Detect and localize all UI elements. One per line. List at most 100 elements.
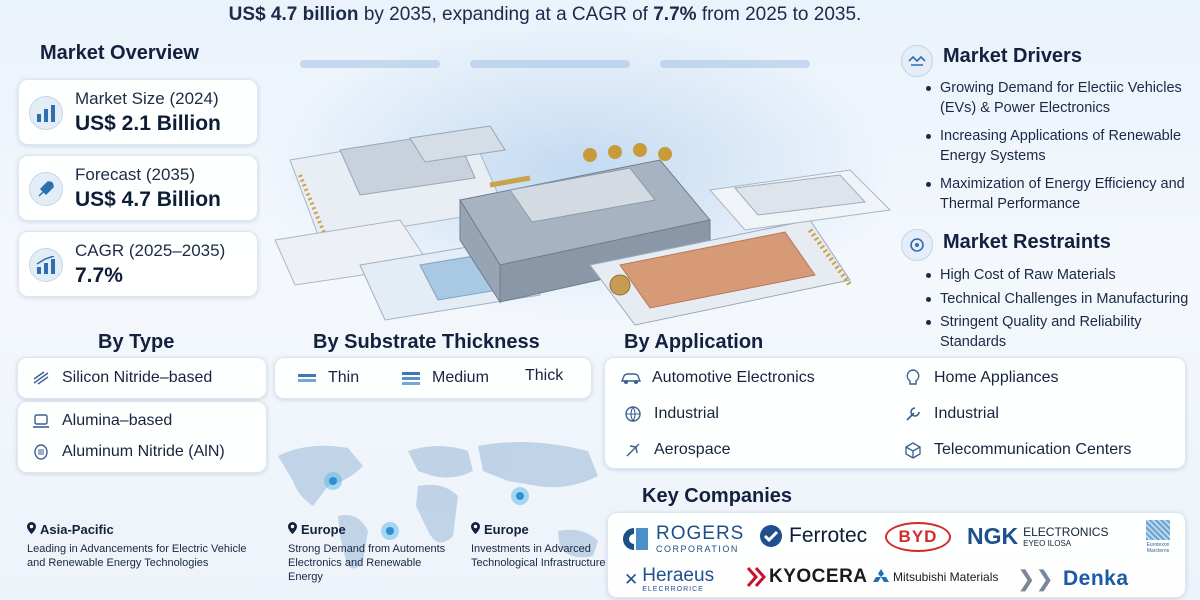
emblem-square-icon xyxy=(1146,520,1170,540)
mitsubishi-diamonds-icon xyxy=(873,569,889,582)
region-title: Asia-Pacific xyxy=(27,522,257,537)
kyocera-name: KYOCERA xyxy=(769,566,868,587)
location-pin-icon xyxy=(288,522,297,537)
double-chevron-icon: ❯❯ xyxy=(1017,566,1054,591)
app-home-appliances: Home Appliances xyxy=(902,367,1059,389)
drivers-icon xyxy=(901,45,933,77)
rogers-name: ROGERS xyxy=(656,523,745,544)
substrate-board-right xyxy=(709,169,892,231)
ngk-subtitle: ELECTRONICS xyxy=(1023,524,1109,539)
byd-logo: BYD xyxy=(885,522,951,552)
by-type-title: By Type xyxy=(98,331,175,353)
restraint-item: Stringent Quality and Reliability Standa… xyxy=(924,313,1200,352)
app-aerospace: Aerospace xyxy=(622,439,731,461)
application-label: Industrial xyxy=(934,405,999,422)
market-size-label: Market Size (2024) xyxy=(75,89,219,108)
background-light-bar xyxy=(300,60,440,68)
forecast-card: Forecast (2035) US$ 4.7 Billion xyxy=(18,155,258,221)
forecast-value: US$ 4.7 Billion xyxy=(75,188,221,211)
by-type-card-bottom xyxy=(17,401,267,473)
thickness-label: Medium xyxy=(432,369,489,386)
ceramic-substrate-illustration xyxy=(274,125,892,326)
background-light-bar xyxy=(470,60,630,68)
market-size-card: Market Size (2024) US$ 2.1 Billion xyxy=(18,79,258,145)
by-type-card-top xyxy=(17,357,267,399)
emblem-text: Eurotexon Marcterns xyxy=(1146,542,1170,554)
ferrotec-logo: Ferrotec xyxy=(759,524,867,548)
ferrotec-name: Ferrotec xyxy=(789,524,868,547)
region-europe-1: Europe Strong Demand from Automents Elec… xyxy=(288,522,458,584)
heraeus-emblem-icon: ✕ xyxy=(624,569,639,589)
rogers-emblem-icon xyxy=(623,528,648,550)
rogers-subtitle: CORPORATION xyxy=(656,544,739,554)
type-alumina: Alumina–based xyxy=(30,410,172,432)
region-name: Europe xyxy=(301,522,346,537)
by-application-title: By Application xyxy=(624,331,764,353)
application-label: Home Appliances xyxy=(934,369,1059,386)
location-pin-icon xyxy=(471,522,480,537)
by-application-card xyxy=(604,357,1186,469)
app-industrial-left: Industrial xyxy=(622,403,719,425)
check-circle-icon xyxy=(760,525,782,547)
region-description: Leading in Advancements for Electric Veh… xyxy=(27,543,247,569)
rogers-logo: ROGERS CORPORATION xyxy=(620,524,744,554)
mitsubishi-name: Mitsubishi Materials xyxy=(893,570,999,584)
rocket-icon xyxy=(29,172,63,206)
region-name: Asia-Pacific xyxy=(40,522,114,537)
laptop-icon xyxy=(30,410,52,432)
thickness-label: Thick xyxy=(525,367,564,384)
market-overview-title: Market Overview xyxy=(40,42,199,64)
kyocera-logo: KYOCERA xyxy=(746,566,868,588)
ngk-logo: NGK ELECTRONICS EYEO ILOSA xyxy=(967,523,1108,550)
headline-text: by 2035, expanding at a CAGR of xyxy=(358,4,654,25)
medium-layer-icon xyxy=(400,367,422,389)
market-restraints-title: Market Restraints xyxy=(943,231,1111,253)
headline-text-end: from 2025 to 2035. xyxy=(696,4,862,25)
restraint-item: High Cost of Raw Materials xyxy=(924,266,1200,286)
cagr-value: 7.7% xyxy=(75,264,123,287)
cagr-card: CAGR (2025–2035) 7.7% xyxy=(18,231,258,297)
thin-layer-icon xyxy=(296,367,318,389)
region-title: Europe xyxy=(288,522,458,537)
driver-item: Maximization of Energy Efficiency and Th… xyxy=(924,175,1194,214)
type-label: Aluminum Nitride (AlN) xyxy=(62,443,225,460)
copper-substrate-board xyxy=(589,219,853,326)
double-chevron-logo: ❯❯ xyxy=(1017,566,1054,592)
region-name: Europe xyxy=(484,522,529,537)
market-drivers-list: Growing Demand for Electiic Vehicles (EV… xyxy=(924,79,1194,214)
denka-name: Denka xyxy=(1063,567,1129,590)
by-thickness-title: By Substrate Thickness xyxy=(313,331,540,353)
kyocera-emblem-icon xyxy=(746,567,766,587)
cagr-label: CAGR (2025–2035) xyxy=(75,241,226,260)
restraint-item: Technical Challenges in Manufacturing xyxy=(924,290,1200,310)
heraeus-subtitle: ELECRRORICE xyxy=(642,586,704,593)
app-industrial-right: Industrial xyxy=(902,403,999,425)
thickness-thin: Thin xyxy=(296,367,359,389)
aerospace-icon xyxy=(622,439,644,461)
mitsubishi-logo: Mitsubishi Materials xyxy=(873,569,998,585)
driver-item: Increasing Applications of Renewable Ene… xyxy=(924,127,1194,166)
headline-value: US$ 4.7 billion xyxy=(228,4,359,25)
application-label: Aerospace xyxy=(654,441,731,458)
wrench-icon xyxy=(902,403,924,425)
region-europe-2: Europe Investments in Advarced Technolog… xyxy=(471,522,606,570)
type-silicon-nitride: Silicon Nitride–based xyxy=(30,367,212,389)
forecast-label: Forecast (2035) xyxy=(75,165,195,184)
car-icon xyxy=(620,367,642,389)
ngk-subtitle-2: EYEO ILOSA xyxy=(1023,538,1072,548)
headline-cagr: 7.7% xyxy=(653,4,697,25)
headline: US$ 4.7 billion by 2035, expanding at a … xyxy=(0,4,1090,26)
location-pin-icon xyxy=(27,522,36,537)
box-icon xyxy=(902,439,924,461)
thickness-thick: Thick xyxy=(525,367,563,385)
globe-icon xyxy=(622,403,644,425)
market-drivers-title: Market Drivers xyxy=(943,45,1082,67)
thickness-medium: Medium xyxy=(400,367,489,389)
app-telecom-centers: Telecommunication Centers xyxy=(902,439,1131,461)
market-restraints-list: High Cost of Raw Materials Technical Cha… xyxy=(924,266,1200,352)
type-label: Silicon Nitride–based xyxy=(62,369,213,386)
region-description: Investments in Advarced Technological In… xyxy=(471,543,606,569)
region-description: Strong Demand from Automents Electronics… xyxy=(288,543,446,583)
region-asia-pacific: Asia-Pacific Leading in Advancements for… xyxy=(27,522,257,570)
application-label: Industrial xyxy=(654,405,719,422)
